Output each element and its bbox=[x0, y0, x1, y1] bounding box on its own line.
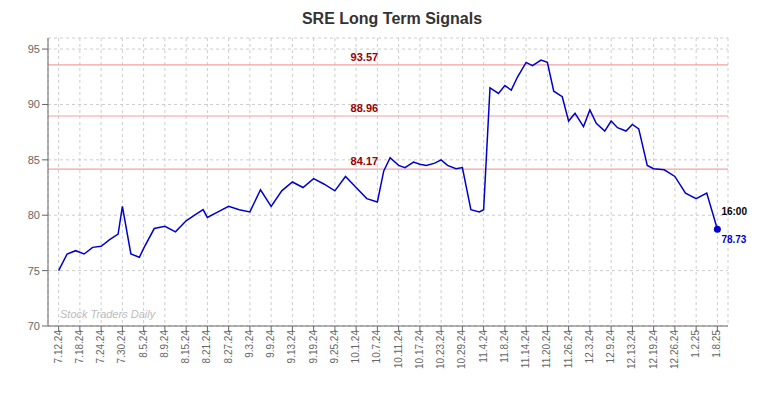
svg-text:12.13.24: 12.13.24 bbox=[626, 330, 637, 369]
svg-text:7.30.24: 7.30.24 bbox=[116, 330, 127, 364]
svg-text:10.7.24: 10.7.24 bbox=[371, 330, 382, 364]
svg-text:8.27.24: 8.27.24 bbox=[223, 330, 234, 364]
svg-text:16:00: 16:00 bbox=[721, 206, 747, 217]
svg-text:8.21.24: 8.21.24 bbox=[201, 330, 212, 364]
svg-text:93.57: 93.57 bbox=[351, 51, 379, 63]
svg-text:9.19.24: 9.19.24 bbox=[308, 330, 319, 364]
svg-text:78.73: 78.73 bbox=[721, 234, 746, 245]
svg-text:10.29.24: 10.29.24 bbox=[456, 330, 467, 369]
svg-text:12.19.24: 12.19.24 bbox=[648, 330, 659, 369]
svg-text:7.24.24: 7.24.24 bbox=[95, 330, 106, 364]
svg-text:9.25.24: 9.25.24 bbox=[329, 330, 340, 364]
svg-text:10.17.24: 10.17.24 bbox=[414, 330, 425, 369]
svg-text:7.18.24: 7.18.24 bbox=[74, 330, 85, 364]
svg-text:9.13.24: 9.13.24 bbox=[286, 330, 297, 364]
svg-text:95: 95 bbox=[28, 43, 40, 55]
svg-text:7.12.24: 7.12.24 bbox=[53, 330, 64, 364]
svg-text:8.9.24: 8.9.24 bbox=[159, 330, 170, 358]
svg-text:Stock Traders Daily: Stock Traders Daily bbox=[60, 308, 157, 320]
svg-text:80: 80 bbox=[28, 209, 40, 221]
svg-text:11.14.24: 11.14.24 bbox=[520, 330, 531, 369]
svg-text:85: 85 bbox=[28, 154, 40, 166]
svg-text:11.26.24: 11.26.24 bbox=[563, 330, 574, 369]
svg-text:12.3.24: 12.3.24 bbox=[584, 330, 595, 364]
svg-text:11.4.24: 11.4.24 bbox=[478, 330, 489, 363]
svg-text:75: 75 bbox=[28, 265, 40, 277]
svg-text:10.1.24: 10.1.24 bbox=[350, 330, 361, 364]
html-text:SRE Long Term Signals: SRE Long Term Signals bbox=[301, 10, 483, 27]
svg-text:1.2.25: 1.2.25 bbox=[690, 330, 701, 358]
svg-text:11.8.24: 11.8.24 bbox=[499, 330, 510, 363]
svg-text:9.9.24: 9.9.24 bbox=[265, 330, 276, 358]
svg-text:1.8.25: 1.8.25 bbox=[711, 330, 722, 358]
svg-text:10.23.24: 10.23.24 bbox=[435, 330, 446, 369]
svg-text:12.26.24: 12.26.24 bbox=[669, 330, 680, 369]
svg-text:11.20.24: 11.20.24 bbox=[541, 330, 552, 369]
svg-text:9.3.24: 9.3.24 bbox=[244, 330, 255, 358]
svg-text:88.96: 88.96 bbox=[351, 102, 379, 114]
svg-text:8.15.24: 8.15.24 bbox=[180, 330, 191, 364]
svg-text:8.5.24: 8.5.24 bbox=[138, 330, 149, 358]
svg-text:90: 90 bbox=[28, 98, 40, 110]
svg-text:12.9.24: 12.9.24 bbox=[605, 330, 616, 364]
svg-text:10.11.24: 10.11.24 bbox=[393, 330, 404, 369]
svg-text:84.17: 84.17 bbox=[351, 155, 379, 167]
svg-text:70: 70 bbox=[28, 320, 40, 332]
